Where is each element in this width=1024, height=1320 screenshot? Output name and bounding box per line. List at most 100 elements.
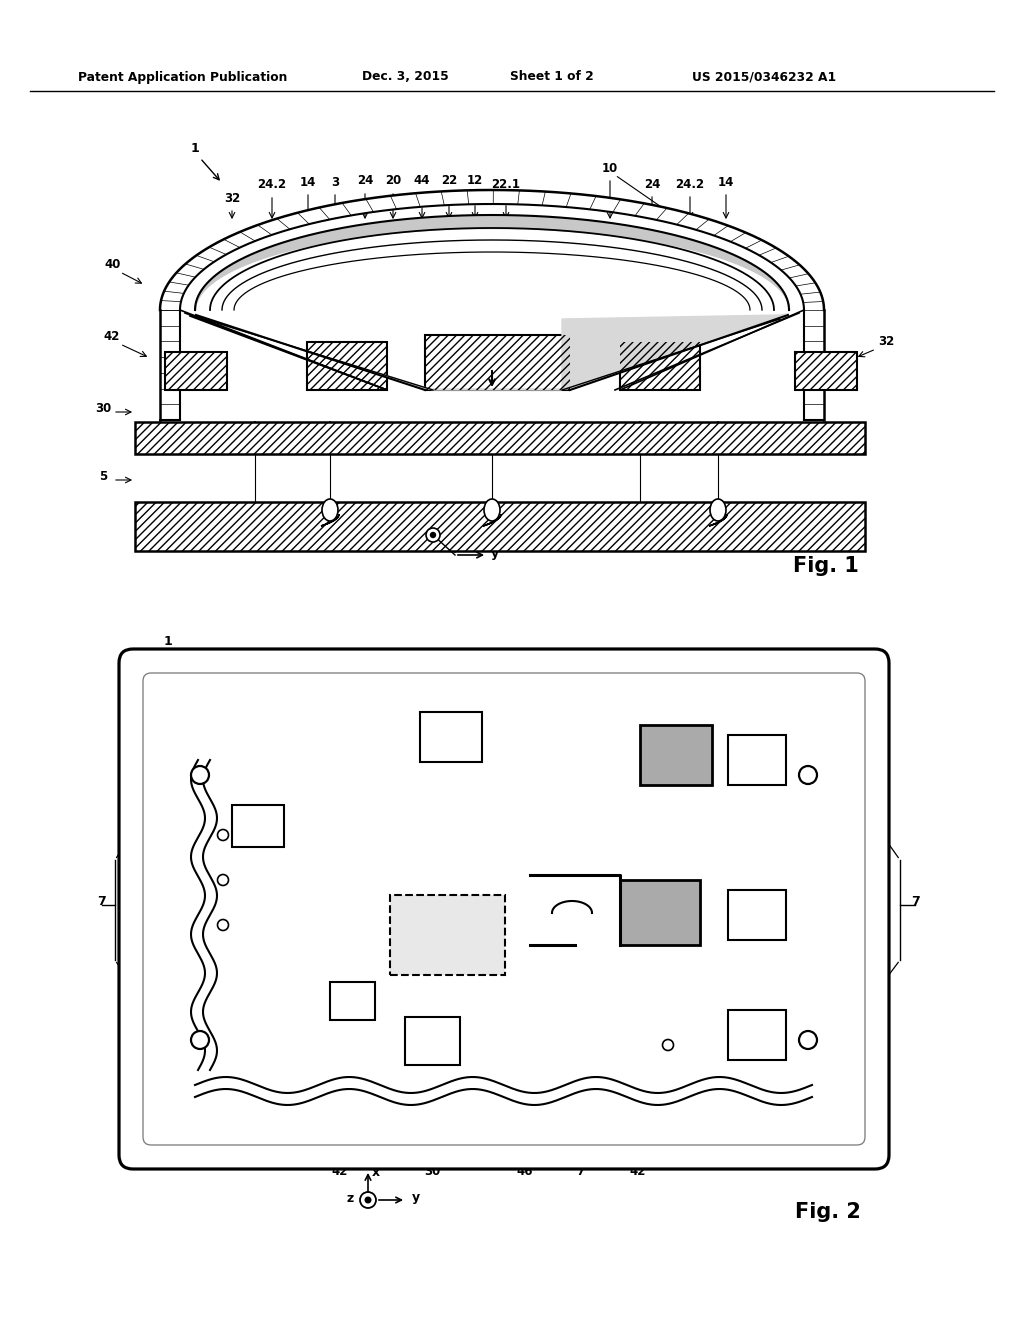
Bar [795, 352, 857, 389]
Bar [307, 342, 387, 389]
Text: 46: 46 [710, 531, 726, 543]
Text: 3: 3 [331, 176, 339, 189]
Text: 42: 42 [220, 935, 237, 946]
Polygon shape [709, 513, 727, 525]
Text: 20: 20 [385, 174, 401, 187]
Circle shape [799, 1031, 817, 1049]
Text: 24.2: 24.2 [257, 178, 287, 191]
Text: 46: 46 [495, 647, 511, 660]
Text: Sheet 1 of 2: Sheet 1 of 2 [510, 70, 594, 83]
Text: z: z [459, 521, 466, 535]
Bar [330, 982, 375, 1020]
Bar [135, 502, 865, 550]
Text: 30: 30 [95, 403, 112, 414]
FancyBboxPatch shape [157, 686, 851, 1131]
Circle shape [217, 829, 228, 841]
Ellipse shape [322, 499, 338, 521]
Circle shape [360, 1192, 376, 1208]
Bar [728, 1010, 786, 1060]
Bar [620, 880, 700, 945]
Text: 14: 14 [718, 176, 734, 189]
Circle shape [663, 1040, 674, 1051]
Polygon shape [196, 314, 788, 389]
Text: 42: 42 [332, 1166, 348, 1177]
Polygon shape [321, 513, 339, 525]
Text: 7: 7 [575, 1166, 584, 1177]
Text: 44: 44 [274, 995, 291, 1008]
Bar [135, 502, 865, 550]
Text: 32: 32 [878, 335, 894, 348]
Bar [135, 422, 865, 454]
Text: US 2015/0346232 A1: US 2015/0346232 A1 [692, 70, 837, 83]
Bar [135, 422, 865, 454]
Bar [795, 352, 857, 389]
Text: x: x [420, 537, 428, 550]
Bar [165, 352, 227, 389]
Circle shape [217, 920, 228, 931]
FancyBboxPatch shape [119, 649, 889, 1170]
Text: 42: 42 [630, 1166, 646, 1177]
Bar [425, 335, 570, 389]
Text: 22: 22 [441, 174, 457, 187]
Circle shape [191, 1031, 209, 1049]
Bar [420, 711, 482, 762]
Text: 7: 7 [488, 531, 496, 543]
Ellipse shape [710, 499, 726, 521]
Text: y: y [412, 1192, 420, 1204]
Circle shape [366, 1197, 371, 1203]
Bar [232, 805, 284, 847]
Text: 42: 42 [397, 647, 414, 660]
Text: 7: 7 [636, 531, 644, 543]
Text: 7: 7 [910, 895, 920, 908]
Text: 32: 32 [443, 1035, 460, 1048]
Text: y: y [490, 546, 499, 560]
Text: 24: 24 [644, 177, 660, 190]
Text: 10: 10 [350, 647, 367, 660]
Bar [620, 342, 700, 389]
Text: 46: 46 [353, 531, 371, 543]
Bar [640, 725, 712, 785]
Text: 20: 20 [584, 909, 600, 923]
Circle shape [217, 874, 228, 886]
Text: 22.1: 22.1 [492, 177, 520, 190]
Text: 7: 7 [326, 531, 334, 543]
Bar [307, 342, 387, 389]
Text: 5: 5 [99, 470, 108, 483]
Circle shape [430, 532, 435, 537]
Text: 7: 7 [97, 895, 106, 908]
Text: 46: 46 [517, 1166, 534, 1177]
Text: 32: 32 [224, 191, 240, 205]
Text: 40: 40 [104, 257, 121, 271]
Text: 1: 1 [190, 143, 200, 154]
Text: 7: 7 [251, 531, 259, 543]
Text: 44: 44 [414, 174, 430, 187]
Circle shape [191, 766, 209, 784]
Bar [425, 335, 570, 389]
Text: Patent Application Publication: Patent Application Publication [78, 70, 288, 83]
Bar [165, 352, 227, 389]
Text: 32: 32 [472, 752, 488, 766]
Text: z: z [347, 1192, 354, 1204]
Bar [620, 342, 700, 389]
Text: 30: 30 [424, 1166, 440, 1177]
Circle shape [799, 766, 817, 784]
Text: Dec. 3, 2015: Dec. 3, 2015 [362, 70, 449, 83]
Text: 40: 40 [446, 647, 463, 660]
Polygon shape [483, 513, 501, 525]
Text: 42: 42 [103, 330, 120, 343]
Text: x: x [372, 1166, 380, 1179]
Text: Fig. 2: Fig. 2 [795, 1203, 861, 1222]
Text: 1: 1 [164, 635, 172, 648]
Text: 32: 32 [220, 810, 237, 822]
Bar [728, 735, 786, 785]
Text: 12: 12 [467, 174, 483, 187]
Bar [728, 890, 786, 940]
Bar [406, 1016, 460, 1065]
Text: 24: 24 [356, 174, 373, 187]
Text: 14: 14 [300, 176, 316, 189]
Circle shape [426, 528, 440, 543]
Text: 24.2: 24.2 [676, 177, 705, 190]
Text: 10: 10 [602, 161, 618, 174]
Text: Fig. 1: Fig. 1 [793, 556, 859, 576]
Ellipse shape [484, 499, 500, 521]
